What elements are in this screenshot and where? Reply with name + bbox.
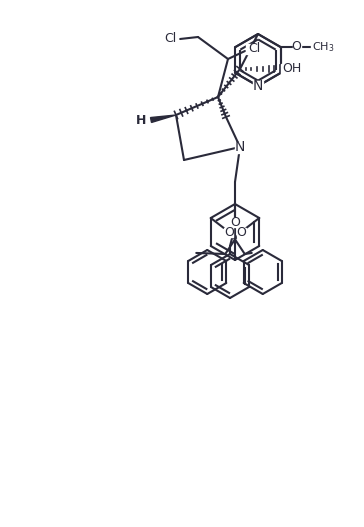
Text: Cl: Cl xyxy=(248,43,260,55)
Bar xyxy=(253,81,263,91)
Text: O: O xyxy=(292,41,301,54)
Bar xyxy=(293,43,301,52)
Bar xyxy=(230,218,240,227)
Text: H: H xyxy=(136,113,146,126)
Text: CH$_3$: CH$_3$ xyxy=(312,40,334,54)
Text: O: O xyxy=(224,226,234,239)
Text: O: O xyxy=(236,226,246,239)
Bar xyxy=(310,42,331,52)
Text: N: N xyxy=(235,140,245,154)
Bar xyxy=(135,114,147,125)
Text: Cl: Cl xyxy=(164,33,176,45)
Bar xyxy=(224,228,233,237)
Bar xyxy=(237,228,246,237)
Text: OH: OH xyxy=(282,63,302,75)
Bar xyxy=(162,34,178,44)
Polygon shape xyxy=(150,115,176,122)
Bar xyxy=(246,44,262,54)
Text: N: N xyxy=(253,79,263,93)
Bar xyxy=(234,142,245,152)
Bar xyxy=(281,63,303,74)
Text: O: O xyxy=(230,216,240,229)
